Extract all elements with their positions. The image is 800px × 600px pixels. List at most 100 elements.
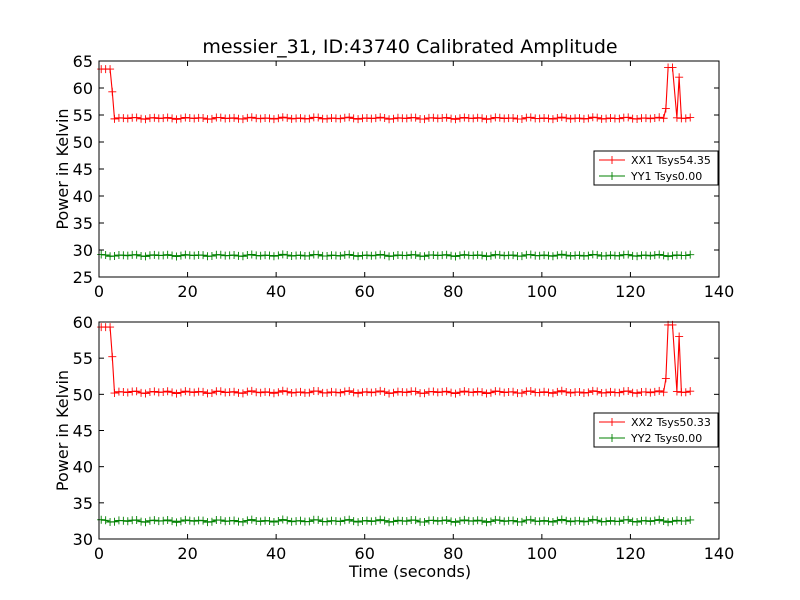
data-point [256, 517, 265, 526]
data-point [593, 113, 602, 122]
data-point [624, 386, 633, 395]
data-point [624, 113, 633, 122]
data-point [509, 387, 518, 396]
data-point [256, 114, 265, 123]
data-point [314, 250, 323, 259]
data-point [544, 251, 553, 260]
data-point [345, 515, 354, 524]
data-point [296, 516, 305, 525]
data-point [106, 323, 115, 332]
data-point [331, 388, 340, 397]
legend-box [593, 412, 719, 448]
data-point [141, 115, 150, 124]
data-point [540, 516, 549, 525]
data-point [675, 73, 684, 82]
data-point [500, 517, 509, 526]
data-point [119, 387, 128, 396]
data-point [256, 251, 265, 260]
data-point [345, 250, 354, 259]
data-point [451, 252, 460, 261]
data-point [150, 113, 159, 122]
data-point [628, 517, 637, 526]
data-point [672, 113, 681, 122]
data-point [314, 515, 323, 524]
data-point [159, 114, 168, 123]
data-point [323, 388, 332, 397]
x-tick-label: 20 [177, 282, 197, 301]
data-point [243, 251, 252, 260]
data-point [163, 113, 172, 122]
data-point [238, 518, 247, 527]
data-point [655, 113, 664, 122]
data-point [486, 251, 495, 260]
data-point [661, 374, 670, 383]
data-point [314, 387, 323, 396]
data-point [650, 251, 659, 260]
legend-box [593, 150, 719, 186]
data-point [491, 515, 500, 524]
legend-entry: YY2 Tsys0.00 [630, 432, 702, 445]
data-point [478, 114, 487, 123]
data-point [584, 388, 593, 397]
data-point [433, 388, 442, 397]
data-point [469, 517, 478, 526]
x-tick-label: 140 [704, 544, 735, 563]
data-point [199, 114, 208, 123]
data-point [672, 516, 681, 525]
series-2-2 [97, 515, 695, 527]
x-tick-label: 20 [177, 544, 197, 563]
data-point [602, 251, 611, 260]
data-point [482, 115, 491, 124]
data-point [672, 387, 681, 396]
data-point [650, 387, 659, 396]
data-point [579, 517, 588, 526]
data-point [482, 389, 491, 398]
data-point [686, 515, 695, 524]
data-point [367, 388, 376, 397]
data-point [517, 517, 526, 526]
data-point [588, 386, 597, 395]
data-point [641, 387, 650, 396]
data-point [150, 250, 159, 259]
data-point [675, 332, 684, 341]
y-tick-label: 55 [73, 349, 93, 368]
data-point [349, 388, 358, 397]
data-point [473, 113, 482, 122]
data-point [517, 389, 526, 398]
data-point [349, 114, 358, 123]
data-point [646, 517, 655, 526]
x-tick-label: 100 [527, 544, 558, 563]
data-point [633, 389, 642, 398]
data-point [548, 518, 557, 527]
data-point [159, 388, 168, 397]
data-point [283, 387, 292, 396]
data-point [606, 516, 615, 525]
data-point [455, 251, 464, 260]
data-point [323, 517, 332, 526]
data-point [354, 115, 363, 124]
data-point [247, 250, 256, 259]
legend: XX1 Tsys54.35 YY1 Tsys0.00 [593, 150, 719, 186]
data-point [659, 114, 668, 123]
data-point [557, 386, 566, 395]
y-axis-label: Power in Kelvin [53, 370, 72, 491]
data-point [659, 388, 668, 397]
data-point [478, 251, 487, 260]
data-point [216, 113, 225, 122]
data-point [535, 251, 544, 260]
data-point [420, 389, 429, 398]
data-point [575, 114, 584, 123]
x-tick-label: 0 [94, 282, 104, 301]
y-tick-label: 50 [73, 385, 93, 404]
data-point [132, 387, 141, 396]
data-point [225, 516, 234, 525]
data-point [108, 87, 117, 96]
x-tick-label: 40 [266, 544, 286, 563]
data-point [172, 389, 181, 398]
data-point [176, 388, 185, 397]
data-point [283, 251, 292, 260]
x-tick-label: 40 [266, 282, 286, 301]
data-point [345, 113, 354, 122]
data-point [588, 515, 597, 524]
data-point [110, 517, 119, 526]
